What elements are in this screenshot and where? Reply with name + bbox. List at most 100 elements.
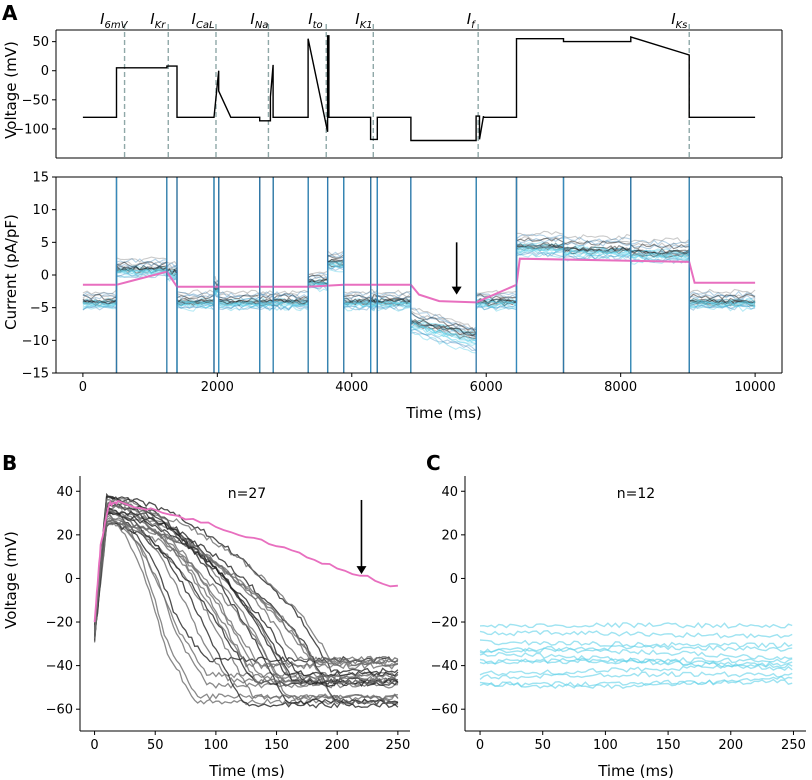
panel-b-y-tick-label: −40 — [46, 659, 73, 674]
flat-trace — [479, 644, 793, 653]
voltage-protocol-line — [82, 35, 756, 142]
current-traces — [82, 177, 756, 373]
ap-trace — [93, 492, 399, 677]
ap-trace — [93, 503, 399, 701]
current-marker-subscript: Ks — [676, 20, 688, 31]
panel-c-x-tick-label: 250 — [781, 738, 806, 753]
panel-c-x-tick-label: 150 — [656, 738, 681, 753]
current-x-tick-label: 4000 — [335, 380, 368, 395]
current-marker-subscript: 6mV — [105, 20, 129, 31]
panel-c-x-axis-label: Time (ms) — [597, 762, 674, 780]
current-marker-label: INa — [250, 10, 268, 31]
ap-trace — [93, 507, 399, 709]
flat-trace — [479, 671, 793, 680]
flat-trace — [479, 658, 793, 672]
current-trace — [82, 177, 756, 373]
voltage-y-tick-label: −50 — [22, 93, 49, 108]
current-y-axis-label: Current (pA/pF) — [2, 214, 20, 330]
current-marker-subscript: K1 — [360, 20, 373, 31]
voltage-protocol-plot: Voltage (mV) I6mV IKr ICaL INa Ito IK1 If IKs 50… — [2, 10, 783, 159]
current-trace — [82, 177, 756, 373]
panel-b-x-tick-label: 150 — [264, 738, 289, 753]
current-trace — [82, 177, 756, 373]
panel-letter-b: B — [2, 451, 17, 475]
current-y-tick-label: 15 — [32, 171, 49, 186]
current-plot: Current (pA/pF) Time (ms) 15 10 5 0 −5 −10 −15… — [2, 171, 783, 422]
panel-b-plot: Voltage (mV) Time (ms) n=27 40200−20−40−… — [2, 476, 410, 780]
flat-trace — [479, 675, 793, 690]
current-marker-subscript: f — [471, 20, 476, 31]
panel-b-x-tick-label: 200 — [325, 738, 350, 753]
flat-trace — [479, 678, 793, 688]
current-y-tick-label: 5 — [41, 236, 49, 251]
voltage-y-axis-label: Voltage (mV) — [2, 41, 20, 139]
ap-trace — [93, 508, 399, 706]
panel-b-y-tick-label: −20 — [46, 616, 73, 631]
current-trace — [82, 177, 756, 373]
panel-letter-a: A — [2, 1, 18, 25]
current-trace — [82, 177, 756, 373]
panel-b-arrow-head — [356, 566, 367, 575]
panel-c-title: n=12 — [617, 486, 655, 502]
panel-c-y-tick-label: 20 — [441, 528, 458, 543]
ap-trace — [93, 516, 399, 706]
current-marker-subscript: Kr — [155, 20, 167, 31]
current-marker-label: IKs — [671, 10, 687, 31]
panel-b-x-tick-label: 250 — [385, 738, 410, 753]
current-trace — [82, 177, 756, 373]
ap-trace-highlight — [93, 500, 398, 623]
ap-trace — [93, 519, 399, 706]
voltage-y-tick-label: 50 — [32, 35, 49, 50]
current-marker-label: IKr — [150, 10, 166, 31]
ap-trace — [93, 508, 399, 663]
panel-b-title: n=27 — [228, 486, 266, 502]
panel-c-x-tick-label: 50 — [534, 738, 551, 753]
current-marker-subscript: CaL — [196, 20, 215, 31]
voltage-y-tick-label: −100 — [13, 122, 49, 137]
current-x-axis-label: Time (ms) — [405, 404, 482, 422]
current-marker-label: I6mV — [100, 10, 129, 31]
current-marker-label: If — [467, 10, 476, 31]
current-arrow-head — [451, 286, 462, 295]
flat-trace — [479, 639, 793, 649]
ap-trace — [93, 495, 399, 675]
current-marker-subscript: Na — [255, 20, 269, 31]
panel-c-x-tick-label: 200 — [718, 738, 743, 753]
panel-c-y-tick-label: −20 — [431, 616, 458, 631]
panel-c-x-tick-label: 0 — [476, 738, 484, 753]
ap-trace — [93, 509, 399, 685]
panel-b-x-tick-label: 50 — [147, 738, 164, 753]
panel-b-x-tick-label: 100 — [203, 738, 228, 753]
panel-c-y-tick-label: −40 — [431, 659, 458, 674]
flat-trace — [479, 629, 793, 639]
voltage-y-tick-label: 0 — [41, 64, 49, 79]
current-y-tick-label: −15 — [22, 367, 49, 382]
panel-c-y-tick-label: −60 — [431, 703, 458, 718]
current-x-tick-label: 10000 — [734, 380, 775, 395]
current-trace — [82, 177, 756, 373]
current-trace — [82, 177, 756, 373]
panel-b-x-tick-label: 0 — [90, 738, 98, 753]
flat-trace — [479, 663, 793, 677]
panel-letter-c: C — [426, 451, 441, 475]
current-trace — [82, 177, 756, 373]
panel-c-y-tick-label: 40 — [441, 485, 458, 500]
current-marker-label: ICaL — [192, 10, 215, 31]
panel-b-y-tick-label: −60 — [46, 703, 73, 718]
flat-trace — [479, 647, 793, 661]
current-trace — [82, 177, 756, 373]
current-trace — [82, 177, 756, 373]
panel-b-y-tick-label: 0 — [65, 572, 73, 587]
current-marker-label: IK1 — [355, 10, 372, 31]
panel-b-y-axis-label: Voltage (mV) — [2, 531, 20, 629]
current-marker-subscript: to — [313, 20, 323, 31]
current-trace — [82, 177, 756, 373]
ap-trace — [93, 498, 399, 680]
current-trace — [82, 177, 756, 373]
ap-trace — [93, 510, 399, 685]
current-x-tick-label: 0 — [79, 380, 87, 395]
panel-b-x-axis-label: Time (ms) — [208, 762, 285, 780]
current-y-tick-label: −10 — [22, 334, 49, 349]
panel-b-y-tick-label: 20 — [56, 528, 73, 543]
